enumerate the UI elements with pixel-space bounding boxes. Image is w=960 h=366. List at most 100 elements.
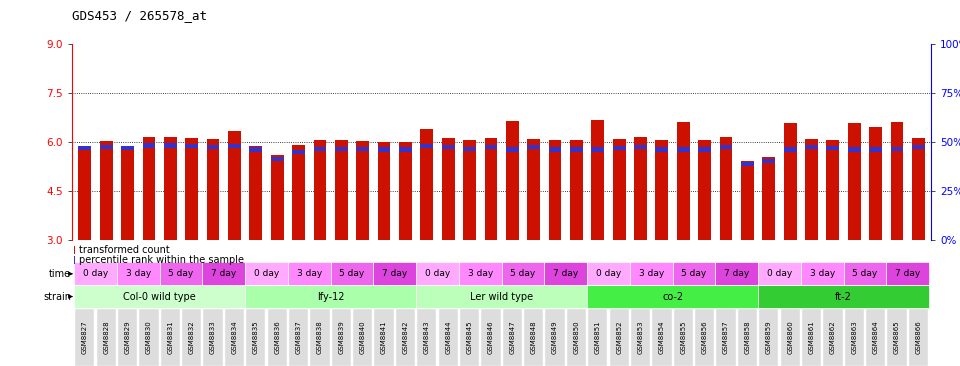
Bar xyxy=(591,147,604,152)
Bar xyxy=(420,130,433,240)
Text: GSM8834: GSM8834 xyxy=(231,321,237,354)
FancyBboxPatch shape xyxy=(824,309,843,366)
Bar xyxy=(206,145,220,149)
FancyBboxPatch shape xyxy=(118,309,137,366)
Bar xyxy=(827,146,839,150)
Bar xyxy=(399,142,412,240)
Bar xyxy=(416,262,459,285)
Bar xyxy=(463,147,476,151)
FancyBboxPatch shape xyxy=(332,309,351,366)
Text: 0 day: 0 day xyxy=(425,269,450,278)
Text: GSM8861: GSM8861 xyxy=(808,321,814,354)
Bar xyxy=(527,145,540,149)
FancyBboxPatch shape xyxy=(439,309,458,366)
Text: GSM8832: GSM8832 xyxy=(189,321,195,354)
Bar xyxy=(698,147,711,152)
Bar xyxy=(506,147,518,152)
Text: lfy-12: lfy-12 xyxy=(317,292,345,302)
Text: GSM8836: GSM8836 xyxy=(275,321,280,354)
FancyBboxPatch shape xyxy=(418,309,437,366)
Bar xyxy=(891,122,903,240)
Text: 3 day: 3 day xyxy=(297,269,322,278)
Bar xyxy=(121,147,134,240)
Text: GSM8845: GSM8845 xyxy=(467,321,472,354)
FancyBboxPatch shape xyxy=(866,309,885,366)
Text: 7 day: 7 day xyxy=(382,269,407,278)
Text: GSM8837: GSM8837 xyxy=(296,321,301,354)
Text: 5 day: 5 day xyxy=(852,269,877,278)
Bar xyxy=(330,262,373,285)
Bar xyxy=(442,138,455,240)
FancyBboxPatch shape xyxy=(310,309,329,366)
Text: 0 day: 0 day xyxy=(83,269,108,278)
Text: GSM8833: GSM8833 xyxy=(210,321,216,354)
Bar xyxy=(142,143,156,148)
Bar xyxy=(117,262,159,285)
Bar xyxy=(228,144,241,148)
Bar xyxy=(715,262,758,285)
FancyBboxPatch shape xyxy=(204,309,223,366)
Bar xyxy=(891,147,903,151)
Bar xyxy=(399,147,412,152)
Bar xyxy=(612,139,626,240)
FancyBboxPatch shape xyxy=(545,309,564,366)
Bar xyxy=(912,138,924,240)
Text: GSM8859: GSM8859 xyxy=(766,321,772,354)
Text: 3 day: 3 day xyxy=(468,269,492,278)
FancyBboxPatch shape xyxy=(97,309,116,366)
Text: GSM8850: GSM8850 xyxy=(573,321,580,354)
Text: GSM8846: GSM8846 xyxy=(488,321,493,354)
Text: co-2: co-2 xyxy=(662,292,684,302)
Bar xyxy=(591,120,604,240)
Bar xyxy=(79,147,91,240)
FancyBboxPatch shape xyxy=(289,309,308,366)
Text: GSM8866: GSM8866 xyxy=(916,321,922,354)
Bar xyxy=(74,262,117,285)
Bar xyxy=(656,147,668,152)
FancyBboxPatch shape xyxy=(610,309,629,366)
Text: GSM8831: GSM8831 xyxy=(167,321,174,354)
Text: percentile rank within the sample: percentile rank within the sample xyxy=(79,255,244,265)
Bar xyxy=(848,123,861,240)
FancyBboxPatch shape xyxy=(353,309,372,366)
Text: GSM8856: GSM8856 xyxy=(702,321,708,354)
Bar xyxy=(720,137,732,240)
Text: GSM8853: GSM8853 xyxy=(637,321,643,354)
Bar xyxy=(570,140,583,240)
Text: GSM8828: GSM8828 xyxy=(103,321,109,354)
Text: 0 day: 0 day xyxy=(767,269,792,278)
FancyBboxPatch shape xyxy=(802,309,821,366)
FancyBboxPatch shape xyxy=(182,309,202,366)
Text: Col-0 wild type: Col-0 wild type xyxy=(123,292,196,302)
Bar xyxy=(442,145,455,149)
Text: 5 day: 5 day xyxy=(682,269,707,278)
Text: GSM8860: GSM8860 xyxy=(787,321,793,354)
Bar xyxy=(159,262,203,285)
Text: GSM8857: GSM8857 xyxy=(723,321,729,354)
Bar xyxy=(463,140,476,240)
Text: GSM8864: GSM8864 xyxy=(873,321,878,354)
FancyBboxPatch shape xyxy=(268,309,287,366)
Bar xyxy=(612,146,626,150)
Text: GSM8849: GSM8849 xyxy=(552,321,558,354)
Text: 5 day: 5 day xyxy=(511,269,536,278)
Bar xyxy=(335,140,348,240)
Text: 5 day: 5 day xyxy=(340,269,365,278)
Bar xyxy=(485,145,497,149)
Text: 3 day: 3 day xyxy=(126,269,151,278)
Bar xyxy=(271,157,283,161)
Bar xyxy=(805,145,818,149)
FancyBboxPatch shape xyxy=(246,309,265,366)
FancyBboxPatch shape xyxy=(225,309,244,366)
Text: GSM8838: GSM8838 xyxy=(317,321,323,354)
Text: 0 day: 0 day xyxy=(596,269,621,278)
Text: Ler wild type: Ler wild type xyxy=(470,292,533,302)
Text: 7 day: 7 day xyxy=(211,269,236,278)
Bar xyxy=(762,157,775,240)
Text: 7 day: 7 day xyxy=(553,269,578,278)
Bar xyxy=(228,131,241,240)
FancyBboxPatch shape xyxy=(481,309,500,366)
Bar xyxy=(314,147,326,151)
FancyBboxPatch shape xyxy=(780,309,800,366)
Bar xyxy=(288,262,330,285)
